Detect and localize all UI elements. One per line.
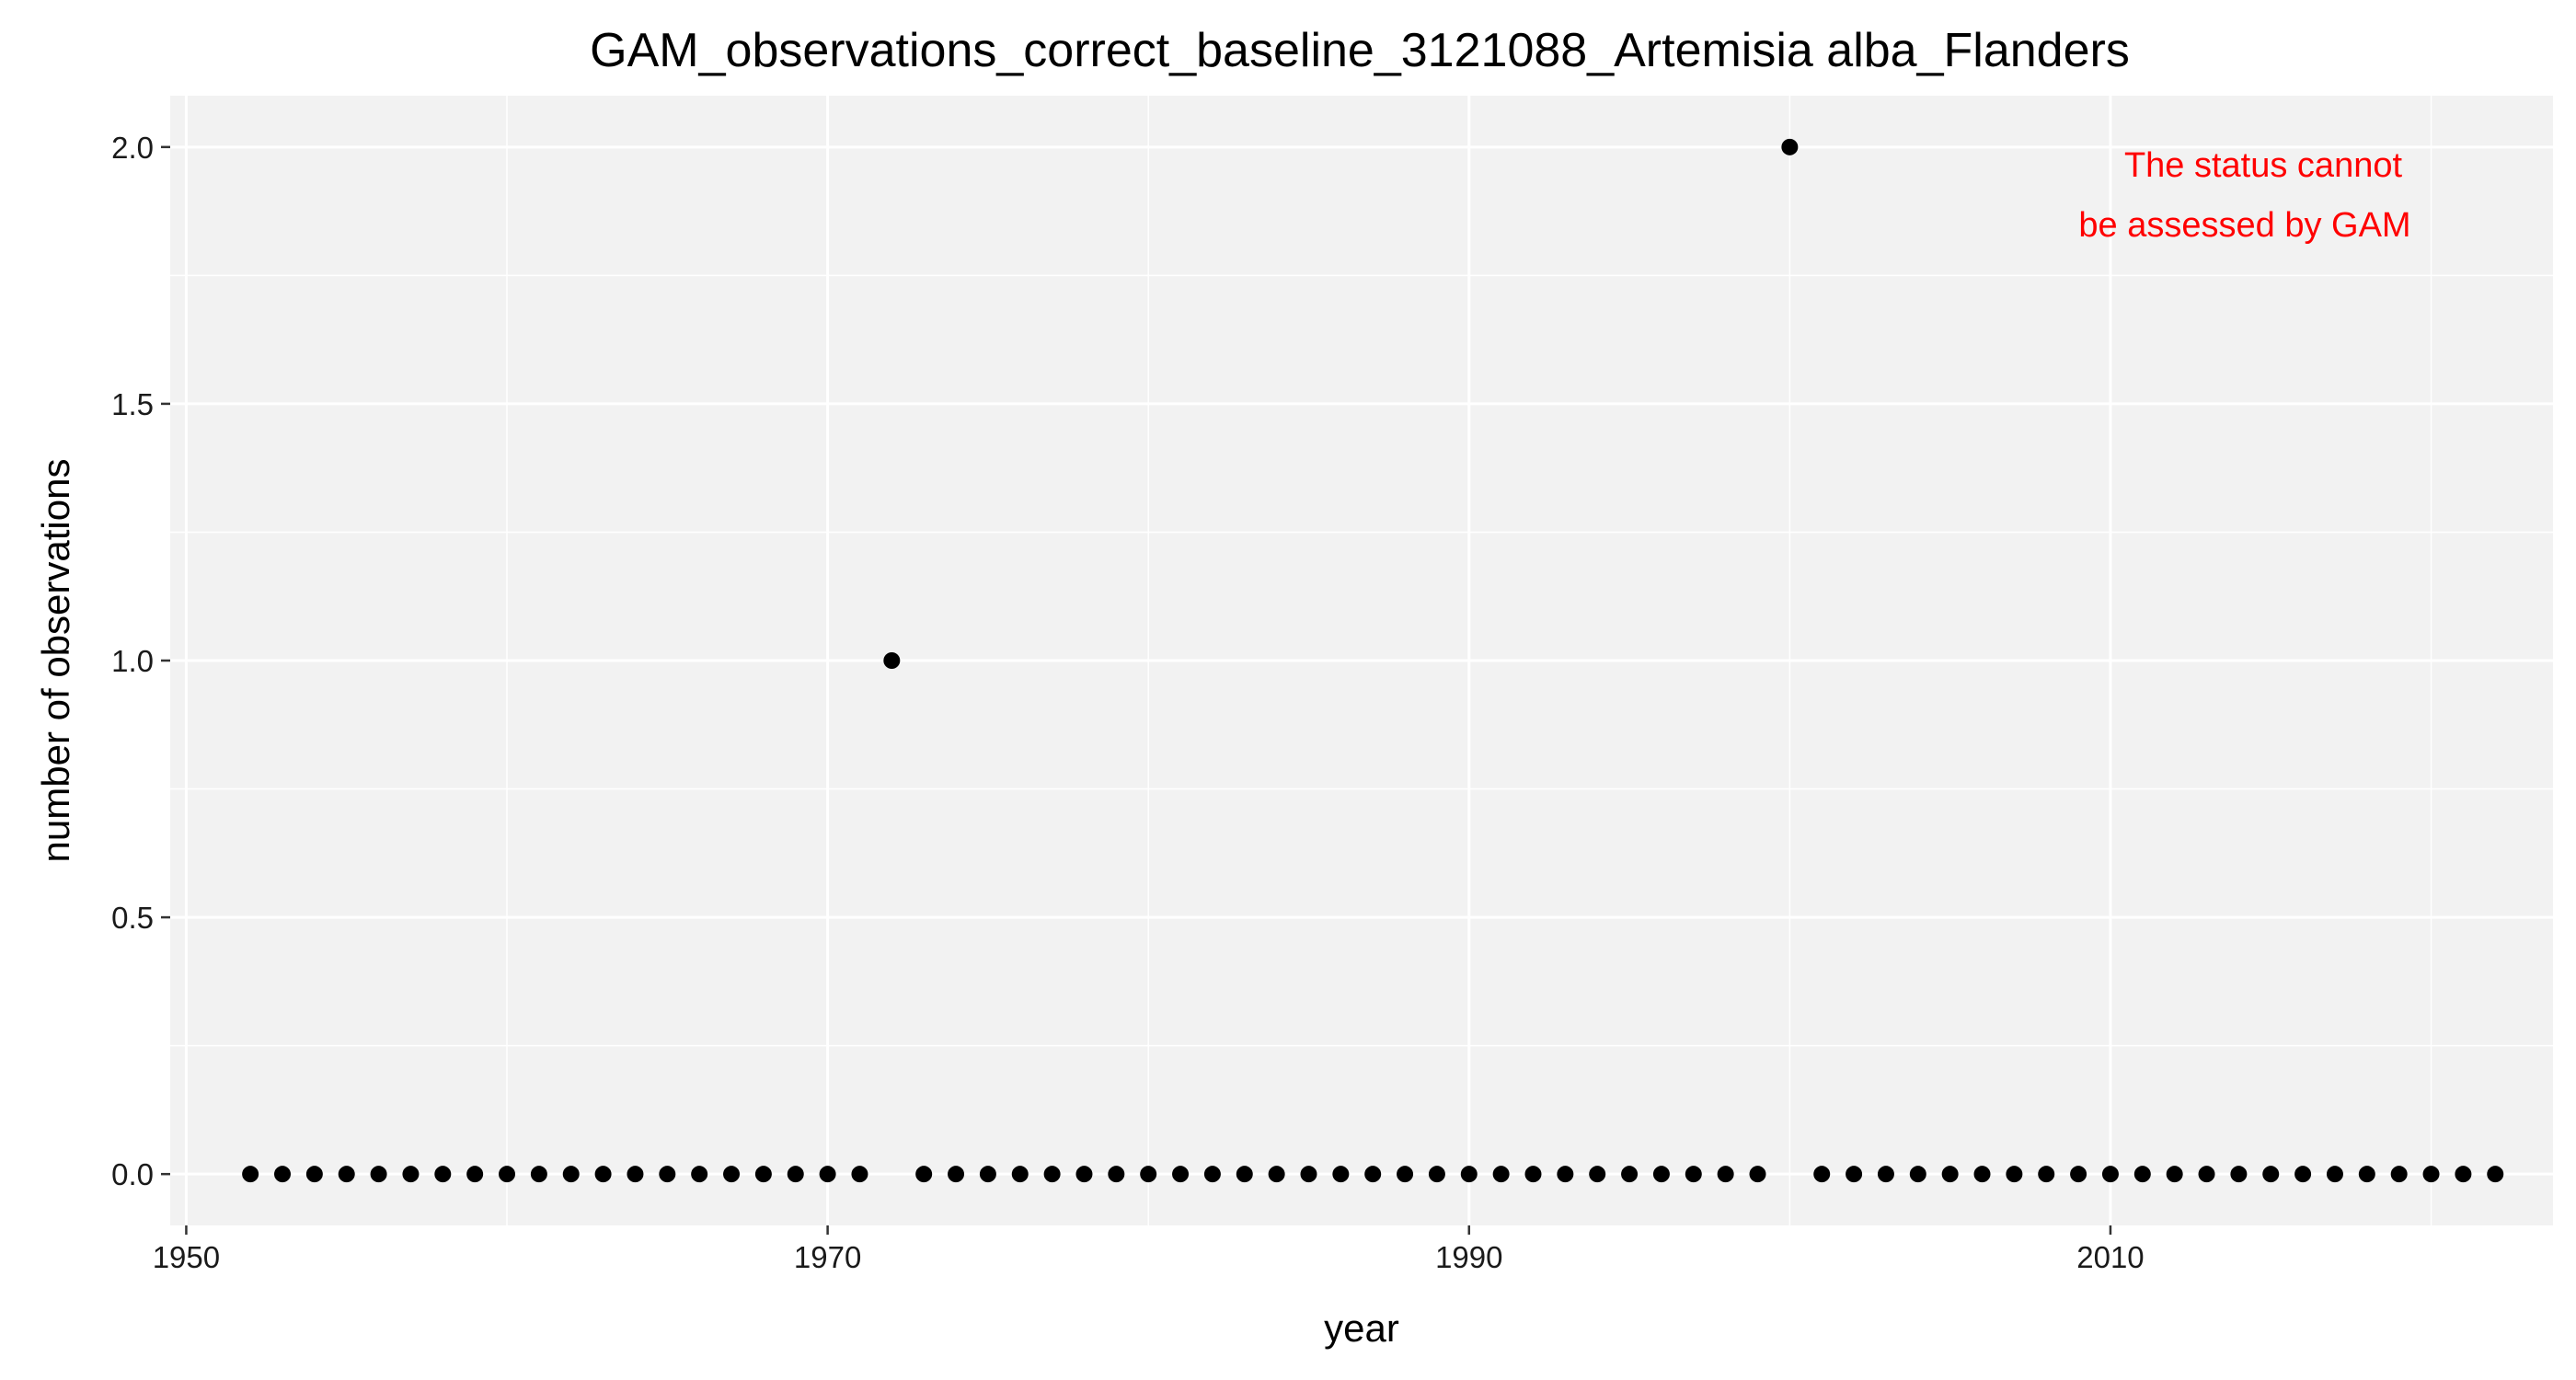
data-point	[2326, 1166, 2343, 1183]
chart-title: GAM_observations_correct_baseline_312108…	[590, 24, 2130, 77]
x-tick-label: 2010	[2076, 1240, 2144, 1274]
data-point	[530, 1166, 547, 1183]
data-point	[402, 1166, 420, 1183]
data-point	[1492, 1166, 1510, 1183]
data-point	[305, 1166, 323, 1183]
data-point	[274, 1166, 292, 1183]
data-point	[1011, 1166, 1029, 1183]
data-point	[659, 1166, 676, 1183]
data-point	[1877, 1166, 1894, 1183]
data-point	[2166, 1166, 2183, 1183]
data-point	[1652, 1166, 1670, 1183]
data-point	[627, 1166, 644, 1183]
data-point	[562, 1166, 580, 1183]
data-point	[1140, 1166, 1157, 1183]
data-point	[594, 1166, 612, 1183]
annotation-line-2: be assessed by GAM	[2078, 206, 2410, 245]
data-point	[754, 1166, 772, 1183]
data-point	[1332, 1166, 1350, 1183]
data-point	[370, 1166, 387, 1183]
data-point	[2070, 1166, 2087, 1183]
data-point	[466, 1166, 484, 1183]
x-tick-label: 1950	[153, 1240, 220, 1274]
y-tick-label: 0.0	[111, 1157, 154, 1191]
data-point	[1909, 1166, 1926, 1183]
data-point	[1621, 1166, 1639, 1183]
data-point	[2262, 1166, 2280, 1183]
data-point	[2038, 1166, 2055, 1183]
data-point	[1941, 1166, 1959, 1183]
data-point	[1685, 1166, 1702, 1183]
x-tick-label: 1990	[1435, 1240, 1502, 1274]
data-point	[1236, 1166, 1253, 1183]
data-point	[242, 1166, 259, 1183]
data-point	[2358, 1166, 2375, 1183]
data-point	[979, 1166, 996, 1183]
x-axis-title: year	[1324, 1306, 1399, 1350]
data-point	[787, 1166, 804, 1183]
data-point	[1460, 1166, 1478, 1183]
y-tick-label: 1.5	[111, 387, 154, 421]
data-point	[1813, 1166, 1831, 1183]
data-point	[2198, 1166, 2215, 1183]
data-point	[1172, 1166, 1190, 1183]
data-point	[2487, 1166, 2504, 1183]
data-point	[434, 1166, 452, 1183]
data-point	[499, 1166, 516, 1183]
y-axis: 0.0 0.5 1.0 1.5 2.0	[111, 131, 170, 1191]
data-point	[1364, 1166, 1382, 1183]
annotation: The status cannot be assessed by GAM	[2078, 146, 2410, 245]
data-point	[1749, 1166, 1766, 1183]
data-point	[883, 652, 901, 669]
data-point	[2133, 1166, 2151, 1183]
scatter-points	[242, 138, 2504, 1183]
data-point	[2390, 1166, 2408, 1183]
data-point	[819, 1166, 836, 1183]
data-point	[2230, 1166, 2248, 1183]
grid-major-lines	[170, 96, 2553, 1225]
data-point	[1428, 1166, 1445, 1183]
annotation-line-1: The status cannot	[2124, 146, 2403, 185]
y-tick-label: 2.0	[111, 131, 154, 165]
data-point	[1397, 1166, 1414, 1183]
y-tick-label: 1.0	[111, 644, 154, 678]
data-point	[2422, 1166, 2440, 1183]
data-point	[723, 1166, 741, 1183]
data-point	[1557, 1166, 1574, 1183]
data-point	[2455, 1166, 2472, 1183]
data-point	[691, 1166, 708, 1183]
data-point	[1781, 138, 1799, 155]
y-axis-title: number of observations	[34, 459, 77, 863]
data-point	[2101, 1166, 2119, 1183]
data-point	[1043, 1166, 1061, 1183]
data-point	[1846, 1166, 1863, 1183]
data-point	[1075, 1166, 1093, 1183]
data-point	[338, 1166, 355, 1183]
data-point	[2006, 1166, 2023, 1183]
data-point	[1300, 1166, 1317, 1183]
data-point	[1524, 1166, 1542, 1183]
y-tick-label: 0.5	[111, 901, 154, 935]
data-point	[2294, 1166, 2312, 1183]
data-point	[915, 1166, 933, 1183]
data-point	[1717, 1166, 1734, 1183]
data-point	[1203, 1166, 1221, 1183]
data-point	[851, 1166, 868, 1183]
data-point	[1108, 1166, 1125, 1183]
data-point	[1268, 1166, 1285, 1183]
x-tick-label: 1970	[794, 1240, 861, 1274]
data-point	[1589, 1166, 1606, 1183]
data-point	[948, 1166, 965, 1183]
data-point	[1973, 1166, 1991, 1183]
x-axis: 1950 1970 1990 2010	[153, 1225, 2145, 1274]
